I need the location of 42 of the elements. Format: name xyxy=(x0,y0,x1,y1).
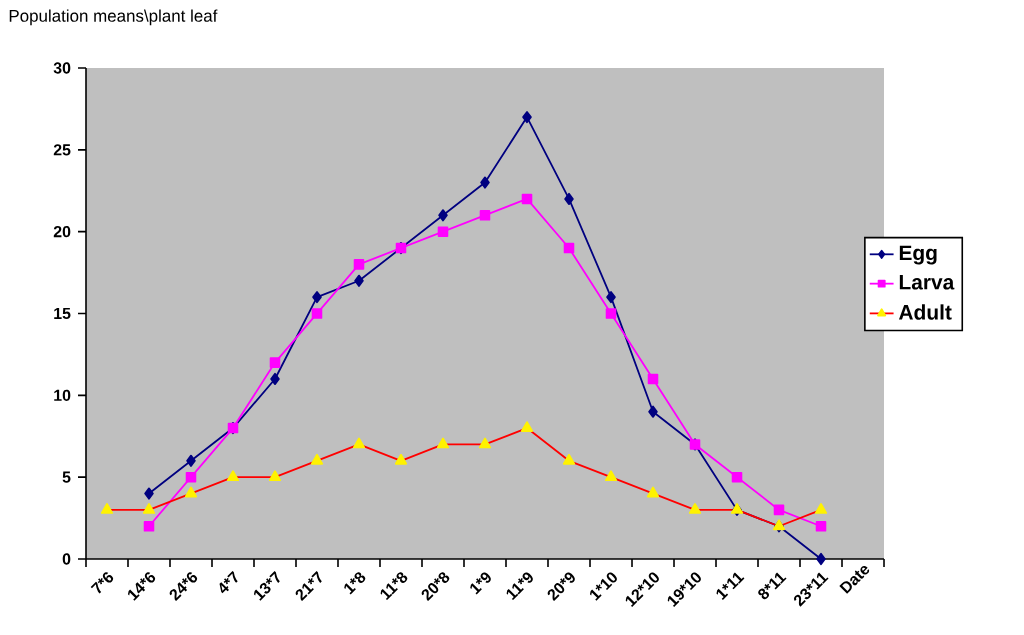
point xyxy=(437,226,449,237)
point xyxy=(144,487,154,500)
y-tick-label: 20 xyxy=(53,226,71,238)
point xyxy=(606,291,616,304)
y-axis-title: Population means\plant leaf xyxy=(9,9,218,26)
point xyxy=(270,372,280,386)
point xyxy=(522,111,532,124)
point xyxy=(185,471,197,483)
point xyxy=(564,192,574,206)
point xyxy=(186,454,196,467)
y-tick-label: 10 xyxy=(54,389,71,401)
point xyxy=(647,373,659,385)
point xyxy=(143,520,155,532)
x-tick-label: 8*11 xyxy=(758,572,787,600)
y-tick-label: 25 xyxy=(53,144,71,156)
point xyxy=(815,520,827,532)
point xyxy=(269,357,281,368)
y-tick-label: 5 xyxy=(62,471,71,483)
point xyxy=(480,176,490,189)
point xyxy=(311,308,323,319)
point xyxy=(605,308,617,319)
point xyxy=(648,405,658,418)
point xyxy=(563,242,575,254)
point xyxy=(479,210,491,221)
point xyxy=(312,291,322,304)
point xyxy=(353,259,365,270)
legend-label: Larva xyxy=(899,274,955,290)
x-tick-label: 4*7 xyxy=(219,570,238,594)
point xyxy=(438,209,448,222)
x-tick-label: 1*9 xyxy=(470,572,491,595)
point xyxy=(354,274,364,287)
point xyxy=(816,552,826,566)
point xyxy=(773,504,785,516)
y-tick-label: 30 xyxy=(53,62,71,74)
point xyxy=(521,193,533,205)
legend-label: Egg xyxy=(899,245,937,265)
x-tick-label: 1*8 xyxy=(344,572,366,595)
point xyxy=(731,471,743,483)
x-tick-label: 7*6 xyxy=(90,572,114,594)
legend-label: Adult xyxy=(898,304,952,320)
y-tick-label: 15 xyxy=(54,307,71,320)
y-tick-label: 0 xyxy=(62,553,71,565)
